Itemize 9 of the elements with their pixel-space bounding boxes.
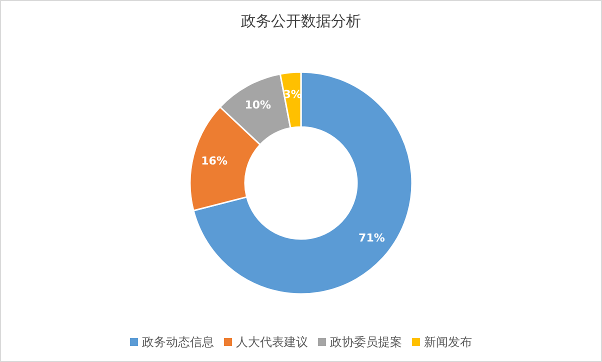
legend-label: 政务动态信息 bbox=[142, 335, 214, 350]
data-label: 71% bbox=[358, 232, 385, 245]
data-label: 10% bbox=[244, 98, 272, 112]
legend-label: 政协委员提案 bbox=[330, 335, 402, 350]
data-label: 16% bbox=[201, 154, 228, 168]
donut-slice bbox=[192, 71, 413, 295]
legend-label: 人大代表建议 bbox=[236, 335, 308, 350]
chart-title: 政务公开数据分析 bbox=[241, 12, 361, 30]
legend-label: 新闻发布 bbox=[424, 335, 472, 350]
